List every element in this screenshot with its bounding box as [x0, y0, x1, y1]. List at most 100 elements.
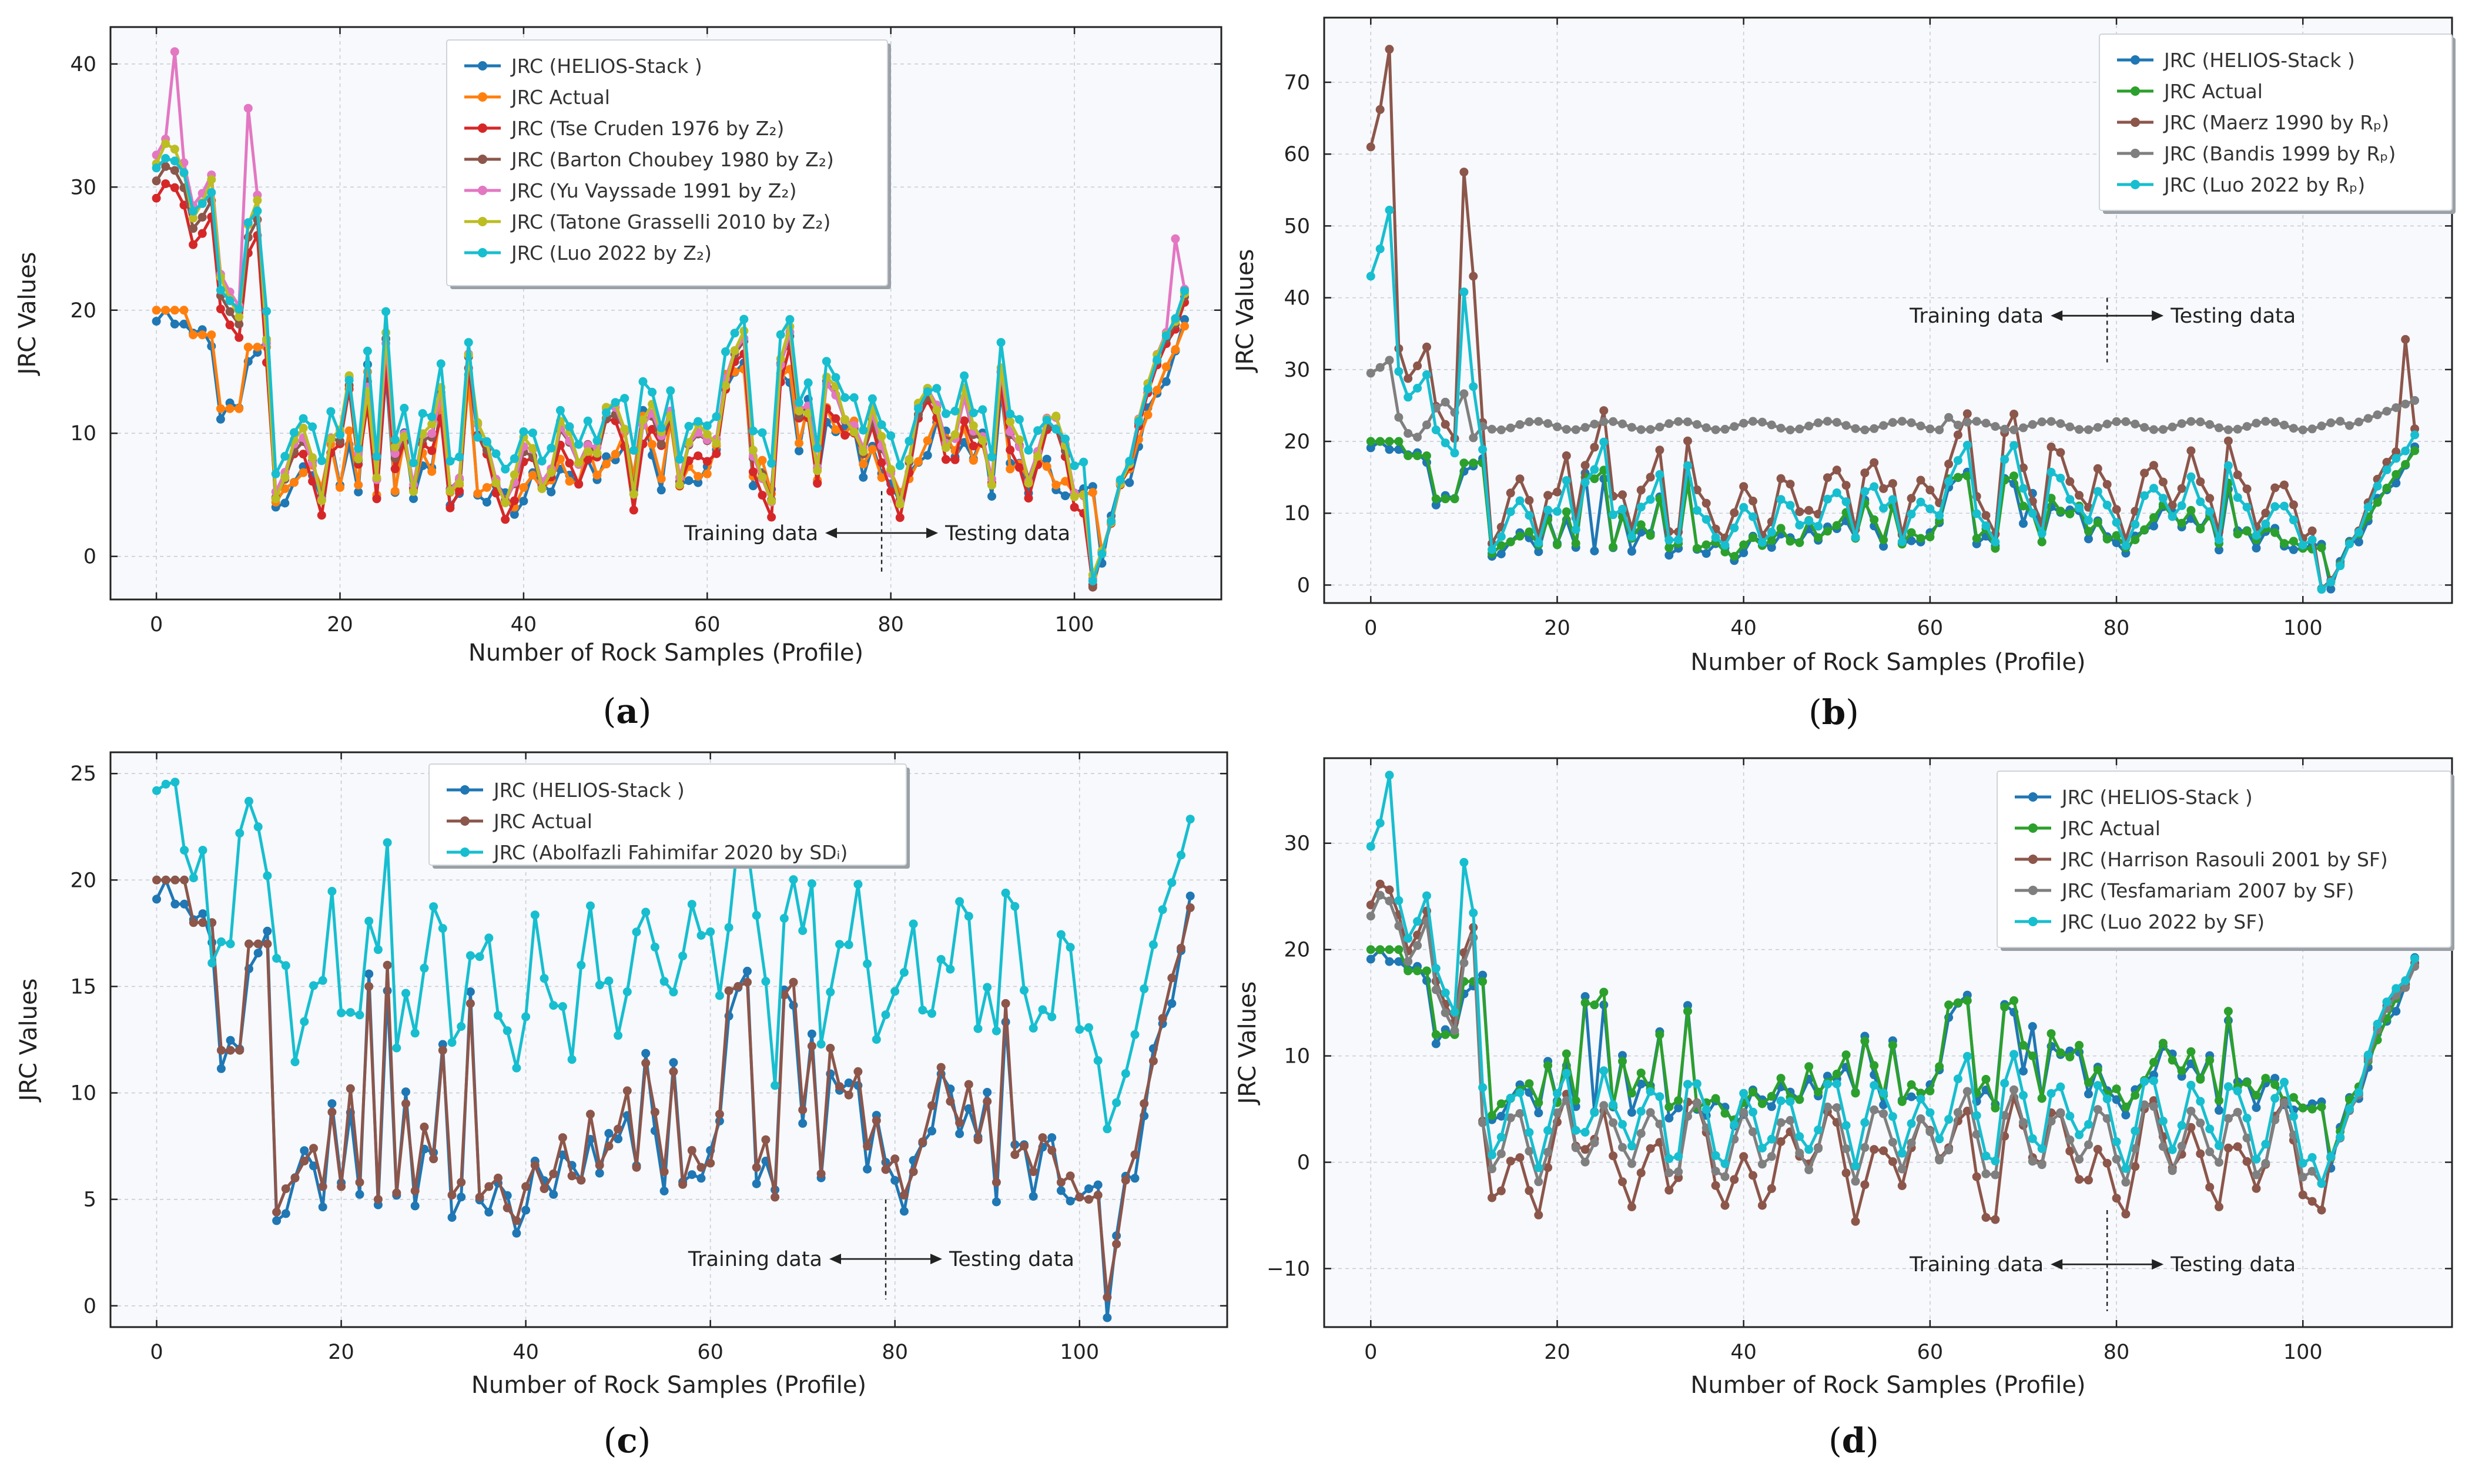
legend-entry-label: JRC (HELIOS-Stack )	[2061, 786, 2253, 809]
data-point	[1488, 1193, 1496, 1202]
data-point	[253, 196, 262, 205]
data-point	[2028, 420, 2037, 429]
data-point	[1916, 497, 1925, 507]
data-point	[1888, 1112, 1897, 1121]
data-point	[2065, 1135, 2075, 1144]
data-point	[1953, 430, 1962, 440]
data-point	[978, 405, 987, 414]
data-point	[1925, 424, 1935, 434]
data-point	[290, 1173, 300, 1182]
data-point	[2401, 335, 2410, 344]
y-tick-label: 15	[70, 975, 96, 999]
data-point	[2158, 1117, 2168, 1125]
data-point	[152, 193, 161, 203]
data-point	[1692, 544, 1701, 553]
data-point	[1879, 484, 1888, 493]
data-point	[872, 1035, 881, 1044]
data-point	[807, 1041, 816, 1051]
data-point	[1366, 369, 1375, 378]
data-point	[401, 989, 410, 998]
data-point	[565, 458, 574, 468]
data-point	[2205, 1124, 2215, 1134]
data-point	[180, 899, 189, 909]
data-point	[1739, 548, 1749, 558]
data-point	[409, 487, 418, 496]
data-point	[2391, 470, 2401, 479]
data-point	[2345, 421, 2354, 430]
data-point	[1860, 1118, 1870, 1127]
data-point	[2205, 1056, 2215, 1065]
data-point	[2186, 1123, 2196, 1132]
data-point	[281, 961, 290, 970]
data-point	[1972, 1130, 1981, 1139]
data-point	[1148, 940, 1158, 949]
data-point	[1627, 1088, 1636, 1098]
data-point	[1804, 1145, 1814, 1154]
data-point	[1609, 510, 1618, 520]
data-point	[1739, 540, 1749, 550]
data-point	[1636, 1129, 1646, 1138]
data-point	[2242, 484, 2252, 494]
data-point	[2149, 461, 2158, 470]
data-point	[216, 286, 225, 295]
data-point	[2037, 1160, 2046, 1170]
data-point	[2000, 1002, 2009, 1011]
data-point	[1907, 1080, 1916, 1089]
data-point	[1664, 1103, 1674, 1111]
legend-entry-label: JRC Actual	[2061, 817, 2161, 840]
data-point	[1047, 1133, 1057, 1143]
data-point	[715, 1110, 724, 1119]
data-point	[831, 425, 840, 434]
data-point	[1664, 1154, 1674, 1163]
data-point	[867, 445, 877, 454]
data-point	[2326, 577, 2336, 587]
data-point	[2102, 420, 2112, 428]
data-point	[1580, 461, 1590, 470]
data-point	[2401, 976, 2410, 985]
data-point	[2186, 446, 2196, 455]
data-point	[1543, 491, 1553, 500]
data-point	[2084, 527, 2093, 536]
data-point	[1972, 534, 1981, 543]
data-point	[1823, 473, 1832, 483]
data-point	[1786, 426, 1795, 434]
data-point	[795, 406, 803, 416]
data-point	[1006, 445, 1015, 454]
data-point	[2289, 537, 2298, 546]
data-point	[216, 1064, 226, 1073]
x-tick-label: 100	[1060, 1341, 1099, 1364]
data-point	[1879, 1100, 1888, 1110]
data-point	[2131, 1091, 2140, 1100]
data-point	[1599, 987, 1609, 997]
data-point	[595, 980, 604, 990]
data-point	[1795, 521, 1804, 530]
data-point	[574, 480, 584, 489]
data-point	[1720, 424, 1730, 434]
data-point	[2298, 1103, 2307, 1113]
panel-label: (d)	[1828, 1421, 1879, 1460]
data-point	[1991, 1170, 2000, 1180]
data-point	[225, 296, 235, 306]
data-point	[1925, 485, 1935, 495]
data-point	[1543, 505, 1553, 515]
data-point	[936, 954, 946, 964]
data-point	[583, 441, 592, 450]
data-point	[549, 1190, 558, 1199]
data-point	[1469, 433, 1478, 443]
data-point	[381, 307, 391, 316]
data-point	[447, 1213, 457, 1222]
data-point	[895, 461, 905, 470]
data-point	[555, 406, 565, 415]
legend-swatch-marker	[478, 92, 487, 102]
data-point	[604, 976, 614, 986]
data-point	[1627, 1108, 1636, 1117]
data-point	[659, 977, 669, 986]
data-point	[2084, 534, 2093, 544]
data-point	[547, 468, 556, 477]
data-point	[758, 491, 767, 500]
data-point	[1580, 478, 1590, 487]
data-point	[2261, 1074, 2270, 1083]
data-point	[1121, 1069, 1130, 1078]
data-point	[1404, 957, 1413, 966]
data-point	[2158, 477, 2168, 487]
